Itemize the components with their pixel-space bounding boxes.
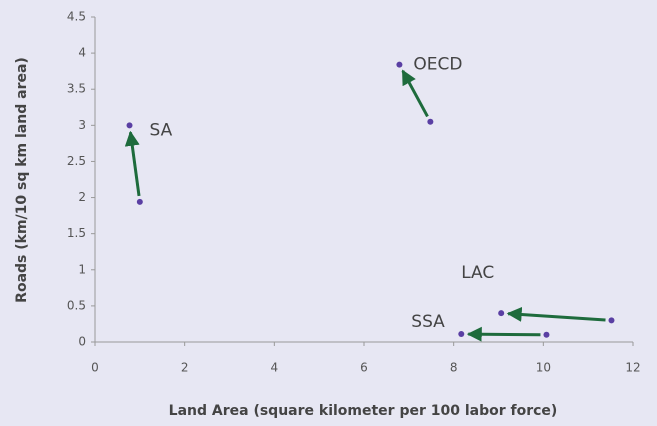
point <box>608 317 615 324</box>
arrow <box>124 130 141 197</box>
x-tick-label: 2 <box>181 361 189 375</box>
arrow <box>466 326 541 342</box>
x-tick-label: 4 <box>271 361 279 375</box>
y-tick-label: 4 <box>78 46 86 60</box>
y-tick-label: 3 <box>78 118 86 132</box>
y-tick-label: 1.5 <box>67 226 86 240</box>
y-axis-title: Roads (km/10 sq km land area) <box>14 57 30 303</box>
y-tick-label: 0.5 <box>67 298 86 312</box>
point-label: OECD <box>413 55 462 75</box>
point <box>396 61 403 68</box>
point <box>427 118 434 125</box>
x-tick-label: 12 <box>625 361 640 375</box>
point <box>126 122 133 129</box>
y-tick-label: 4.5 <box>67 10 86 24</box>
point-label: SSA <box>411 312 445 332</box>
y-tick-label: 1 <box>78 262 86 276</box>
x-tick-label: 0 <box>91 361 99 375</box>
point <box>458 331 465 338</box>
x-tick-label: 10 <box>536 361 551 375</box>
point-label: SA <box>150 120 173 140</box>
point <box>498 310 505 317</box>
y-tick-label: 2.5 <box>67 154 86 168</box>
point <box>136 198 143 205</box>
x-tick-label: 6 <box>360 361 368 375</box>
arrow <box>506 306 606 322</box>
y-tick-label: 2 <box>78 190 86 204</box>
y-tick-label: 3.5 <box>67 82 86 96</box>
arrow <box>401 69 429 118</box>
x-tick-label: 8 <box>450 361 458 375</box>
y-tick-label: 0 <box>78 335 86 349</box>
point <box>543 331 550 338</box>
point-label: LAC <box>461 263 494 283</box>
x-axis-title: Land Area (square kilometer per 100 labo… <box>169 403 558 419</box>
